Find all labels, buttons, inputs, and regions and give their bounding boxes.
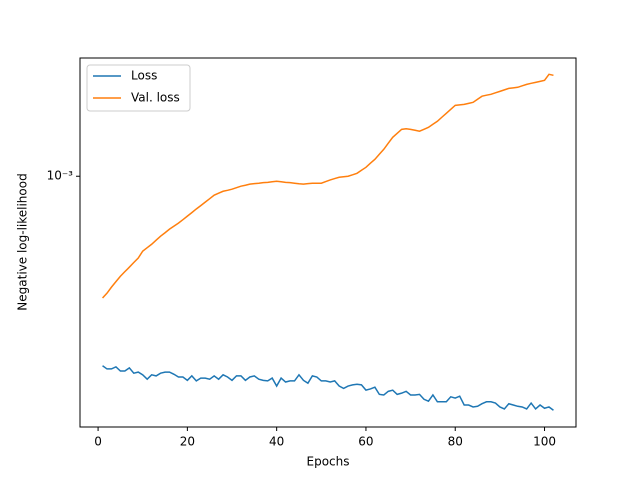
plot-frame: [79, 57, 577, 428]
x-tick-label: 80: [448, 435, 463, 449]
y-axis-label: Negative log-likelihood: [16, 173, 30, 310]
x-tick-label: 100: [533, 435, 556, 449]
series-line: [101, 73, 554, 299]
x-tick-label: 60: [358, 435, 373, 449]
x-tick-label: 20: [180, 435, 195, 449]
x-tick-label: 0: [94, 435, 102, 449]
y-tick-label: 10⁻³: [47, 169, 74, 183]
legend: Loss Val. loss: [86, 64, 191, 112]
x-tick-label: 40: [269, 435, 284, 449]
legend-label: Val. loss: [131, 91, 180, 105]
series-line: [102, 365, 554, 411]
legend-label: Loss: [131, 69, 157, 83]
x-axis-label: Epochs: [307, 455, 350, 469]
